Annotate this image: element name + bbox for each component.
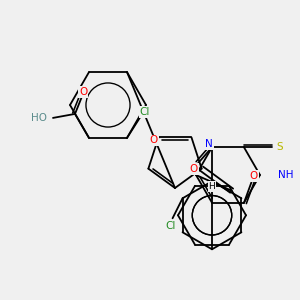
Text: Cl: Cl — [140, 107, 150, 117]
Text: HO: HO — [31, 113, 47, 123]
Text: O: O — [190, 164, 198, 174]
Text: Cl: Cl — [165, 221, 176, 231]
Text: S: S — [277, 142, 283, 152]
Text: H: H — [208, 182, 215, 191]
Text: O: O — [79, 87, 87, 97]
Text: N: N — [205, 139, 213, 149]
Text: O: O — [250, 171, 258, 181]
Text: O: O — [149, 135, 158, 145]
Text: NH: NH — [278, 170, 293, 180]
